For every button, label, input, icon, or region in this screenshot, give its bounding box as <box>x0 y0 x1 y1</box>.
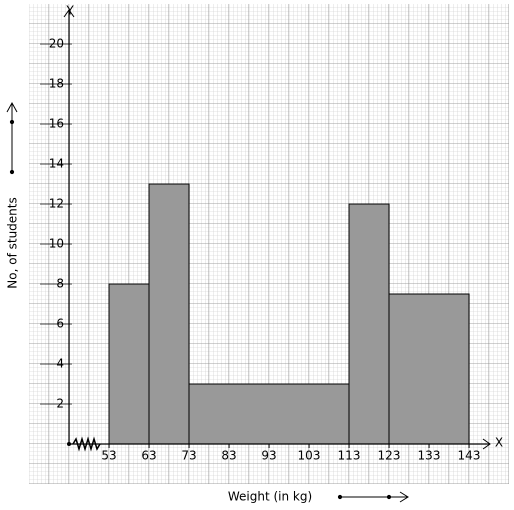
y-tick-label: 20 <box>49 37 64 51</box>
x-tick-label: 63 <box>141 449 156 463</box>
y-tick-label: 2 <box>56 397 64 411</box>
bar <box>148 183 190 445</box>
x-tick-label: 53 <box>101 449 116 463</box>
bar <box>108 283 150 445</box>
x-tick-label: 133 <box>418 449 441 463</box>
bar <box>188 383 350 445</box>
y-tick-label: 10 <box>49 237 64 251</box>
y-tick-label: 18 <box>49 77 64 91</box>
y-tick-label: 8 <box>56 277 64 291</box>
x-tick-label: 123 <box>378 449 401 463</box>
y-axis-letter: Y <box>65 4 74 18</box>
y-axis-label: No, of students <box>6 197 20 288</box>
y-arrow <box>63 9 75 18</box>
origin <box>67 442 71 446</box>
bar <box>348 203 390 445</box>
x-axis-label: Weight (in kg) <box>228 490 312 504</box>
y-tick-label: 14 <box>49 157 64 171</box>
y-tick-label: 6 <box>56 317 64 331</box>
y-tick-label: 12 <box>49 197 64 211</box>
x-tick-label: 113 <box>338 449 361 463</box>
x-tick-label: 103 <box>298 449 321 463</box>
x-tick-label: 73 <box>181 449 196 463</box>
y-tick-label: 4 <box>56 357 64 371</box>
y-tick-label: 16 <box>49 117 64 131</box>
x-axis-letter: X <box>495 436 503 450</box>
x-arrow <box>482 438 491 450</box>
x-tick-label: 143 <box>458 449 481 463</box>
axis-break <box>72 436 101 452</box>
bar <box>388 293 470 445</box>
x-tick-label: 93 <box>261 449 276 463</box>
direction-arrows <box>6 101 409 503</box>
x-tick-label: 83 <box>221 449 236 463</box>
